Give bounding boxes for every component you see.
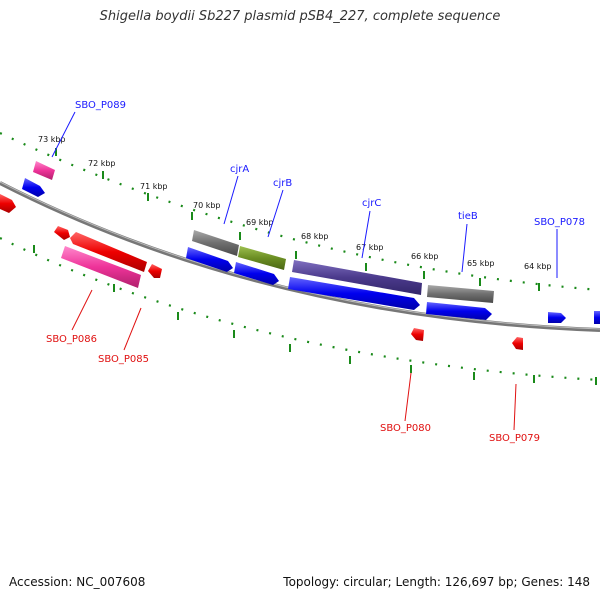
- cds-forward-arrow[interactable]: [594, 311, 600, 324]
- cds-reverse-arrow[interactable]: [33, 161, 55, 180]
- gene-label-cjrB[interactable]: cjrB: [273, 178, 292, 189]
- gene-label-cjrA[interactable]: cjrA: [230, 164, 249, 175]
- gene-tieB-bar[interactable]: [427, 285, 494, 303]
- gene-label-SBO_P085[interactable]: SBO_P085: [98, 354, 149, 365]
- gene-label-cjrC[interactable]: cjrC: [362, 198, 381, 209]
- kbp-label-71: 71 kbp: [140, 182, 168, 191]
- plasmid-backbone: [0, 181, 600, 332]
- cds-reverse-arrow[interactable]: [411, 328, 424, 341]
- cds-reverse-arrow[interactable]: [54, 226, 70, 240]
- cds-reverse-arrow[interactable]: [148, 264, 162, 278]
- cds-reverse-arrow[interactable]: [512, 337, 523, 350]
- plasmid-backbone-highlight: [0, 181, 600, 330]
- kbp-label-73: 73 kbp: [38, 135, 66, 144]
- gene-label-SBO_P086[interactable]: SBO_P086: [46, 334, 97, 345]
- inner-tick-ring: [0, 237, 600, 382]
- kbp-label-72: 72 kbp: [88, 159, 116, 168]
- cds-reverse-arrow[interactable]: [0, 194, 16, 213]
- kbp-label-66: 66 kbp: [411, 252, 439, 261]
- gene-cjrA-bar[interactable]: [192, 230, 239, 256]
- kbp-label-70: 70 kbp: [193, 201, 221, 210]
- cds-reverse-arrow[interactable]: [61, 246, 141, 288]
- kbp-label-64: 64 kbp: [524, 262, 552, 271]
- cds-forward-arrow[interactable]: [288, 277, 420, 310]
- summary-text: Topology: circular; Length: 126,697 bp; …: [283, 575, 590, 589]
- gene-cjrB-bar[interactable]: [238, 246, 286, 270]
- cds-forward-arrow[interactable]: [186, 247, 233, 272]
- gene-label-SBO_P078[interactable]: SBO_P078: [534, 217, 585, 228]
- gene-label-SBO_P089[interactable]: SBO_P089: [75, 100, 126, 111]
- kbp-label-68: 68 kbp: [301, 232, 329, 241]
- cds-reverse-arrow[interactable]: [70, 232, 147, 272]
- kbp-label-67: 67 kbp: [356, 243, 384, 252]
- gene-label-tieB[interactable]: tieB: [458, 211, 478, 222]
- forward-label-leaders: [51, 111, 558, 278]
- cds-forward-arrow[interactable]: [22, 178, 45, 197]
- outer-tick-ring: [0, 132, 600, 292]
- gene-label-SBO_P080[interactable]: SBO_P080: [380, 423, 431, 434]
- gene-label-SBO_P079[interactable]: SBO_P079: [489, 433, 540, 444]
- kbp-label-69: 69 kbp: [246, 218, 274, 227]
- reverse-label-leaders: [71, 289, 517, 431]
- cds-forward-arrow[interactable]: [548, 312, 566, 323]
- kbp-label-65: 65 kbp: [467, 259, 495, 268]
- major-ticks: [33, 148, 597, 385]
- cds-forward-arrow[interactable]: [234, 262, 279, 285]
- map-title: Shigella boydii Sb227 plasmid pSB4_227, …: [99, 9, 501, 24]
- gene-cjrC-bar[interactable]: [292, 260, 422, 295]
- cds-forward-arrow[interactable]: [426, 302, 492, 320]
- accession-text: Accession: NC_007608: [9, 575, 146, 589]
